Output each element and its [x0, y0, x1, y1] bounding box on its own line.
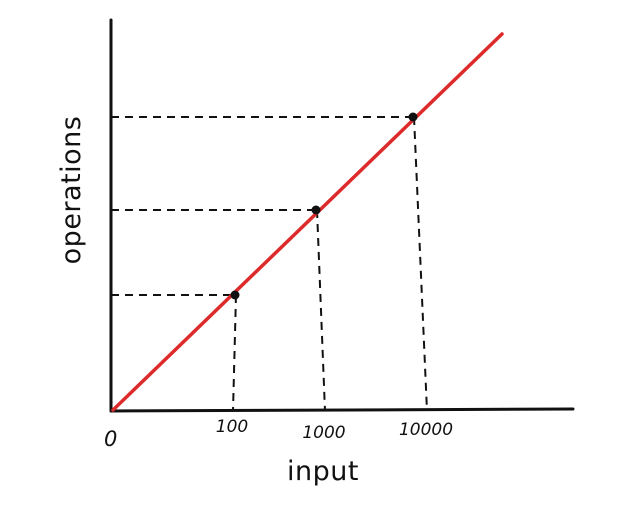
- series-line: [111, 32, 504, 412]
- guide-vertical-1000: [316, 209, 326, 412]
- data-point-100: [230, 290, 240, 300]
- points-layer: [230, 112, 418, 300]
- x-axis-title: input: [287, 456, 359, 487]
- guide-vertical-100: [232, 294, 237, 412]
- data-point-10000: [408, 112, 418, 122]
- guide-vertical-10000: [413, 116, 428, 412]
- x-tick-label-10000: 10000: [399, 420, 453, 440]
- x-tick-label-1000: 1000: [302, 423, 345, 443]
- x-axis: [109, 407, 575, 413]
- x-tick-label-100: 100: [216, 417, 248, 437]
- data-point-1000: [311, 205, 321, 215]
- ticks-layer: 100 1000 10000: [216, 417, 453, 443]
- y-axis-title: operations: [56, 116, 87, 265]
- guides-layer: [111, 116, 428, 412]
- origin-label: 0: [104, 427, 117, 451]
